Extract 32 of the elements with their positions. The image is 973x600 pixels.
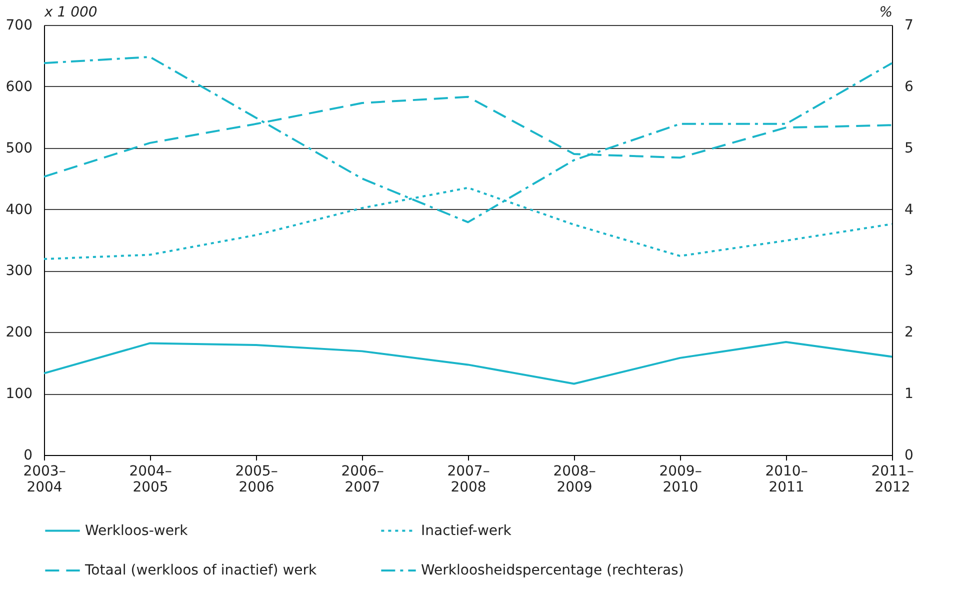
y2-tick-label: 1 (904, 386, 914, 402)
y2-tick-label: 5 (904, 140, 914, 156)
y-axis-title: x 1 000 (44, 4, 98, 20)
y-tick-label: 700 (6, 18, 32, 34)
x-tick-label: 2011– 2012 (871, 464, 914, 496)
legend-label: Inactief-werk (421, 522, 512, 539)
x-tick-label: 2006– 2007 (341, 464, 384, 496)
y-tick-label: 600 (6, 78, 32, 95)
y-tick-label: 200 (6, 324, 32, 341)
legend-label: Werkloos-werk (85, 522, 189, 539)
y2-tick-label: 6 (904, 78, 914, 95)
x-tick-label: 2004– 2005 (129, 464, 172, 496)
y-tick-label: 400 (6, 202, 32, 218)
x-tick-label: 2008– 2009 (553, 464, 596, 496)
y2-tick-label: 4 (904, 202, 914, 218)
x-tick-label: 2009– 2010 (659, 464, 702, 496)
y2-axis-title: % (879, 4, 892, 20)
y2-tick-label: 0 (904, 448, 914, 464)
x-tick-label: 2005– 2006 (235, 464, 278, 496)
y-tick-label: 300 (6, 263, 32, 280)
y2-tick-label: 7 (904, 18, 914, 34)
y2-tick-label: 3 (904, 263, 914, 280)
x-tick-label: 2010– 2011 (765, 464, 808, 496)
x-tick-label: 2003– 2004 (23, 464, 66, 496)
y-tick-label: 0 (24, 448, 32, 464)
legend-label: Werkloosheidspercentage (rechteras) (421, 562, 684, 578)
x-tick-label: 2007– 2008 (447, 464, 490, 496)
y-tick-label: 100 (6, 386, 32, 402)
y2-tick-label: 2 (904, 324, 914, 341)
y-tick-label: 500 (6, 140, 32, 156)
legend-label: Totaal (werkloos of inactief) werk (84, 562, 318, 578)
line-series (43, 340, 893, 385)
